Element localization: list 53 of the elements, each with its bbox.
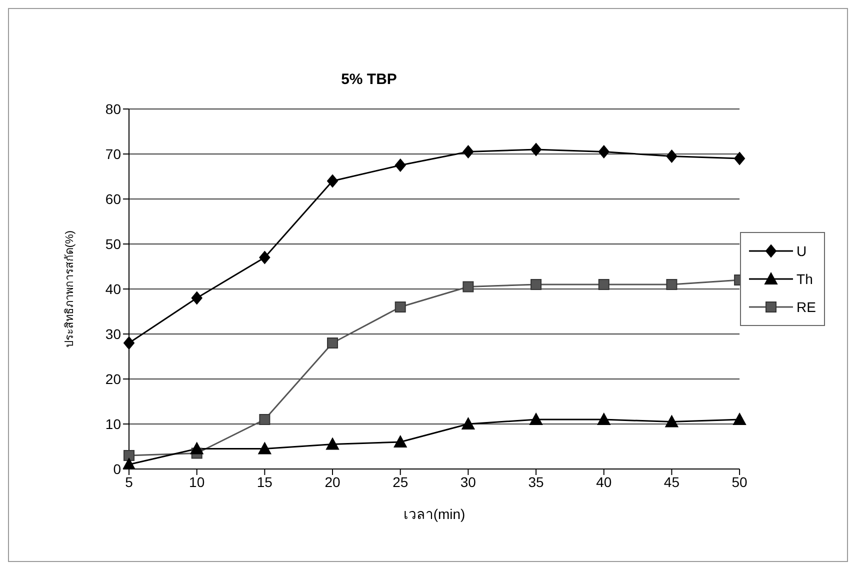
point [394,158,406,172]
point [666,150,678,163]
y-tick-label: 30 [105,326,122,342]
point [734,152,746,165]
x-tick-label: 45 [664,474,680,490]
point [598,145,610,158]
x-axis-title: เวลา(min) [403,506,466,522]
point [327,174,338,188]
y-tick-label: 60 [105,190,122,207]
point [394,436,407,448]
y-tick-label: 80 [105,100,122,117]
point [124,336,134,350]
legend-label: RE [796,299,816,315]
point [326,438,340,450]
point [530,143,542,156]
chart-title: 5% TBP [340,71,398,88]
x-tick-label: 15 [256,474,273,490]
point [530,413,543,425]
x-tick-label: 20 [324,474,341,490]
x-tick-label: 50 [732,474,748,490]
point [122,458,136,469]
x-tick-label: 25 [392,474,408,490]
point [124,450,134,461]
x-tick-label: 40 [596,474,612,490]
point [259,414,270,425]
point [394,302,406,312]
legend-label: Th [796,271,813,287]
point [259,251,270,264]
point [598,279,610,290]
y-tick-label: 70 [105,146,122,162]
y-tick-label: 50 [105,236,122,252]
legend-label: U [796,243,807,259]
y-tick-label: 10 [105,416,122,432]
point [191,292,202,304]
point [530,279,542,290]
y-tick-label: 20 [105,370,122,387]
point [733,413,746,425]
point [190,442,204,454]
x-tick-label: 5 [125,474,134,490]
point [597,413,610,425]
point [462,418,475,430]
x-tick-label: 30 [460,474,476,490]
point [462,281,474,292]
y-tick-label: 0 [113,460,122,477]
point [665,415,678,428]
y-axis-title: ประสิทธิภาพการสกัด(%) [64,230,76,348]
point [462,145,474,158]
y-tick-label: 40 [105,280,122,297]
x-tick-label: 35 [528,474,544,490]
x-tick-label: 10 [189,474,205,490]
point [258,442,272,454]
point [666,279,678,290]
point [327,338,338,348]
